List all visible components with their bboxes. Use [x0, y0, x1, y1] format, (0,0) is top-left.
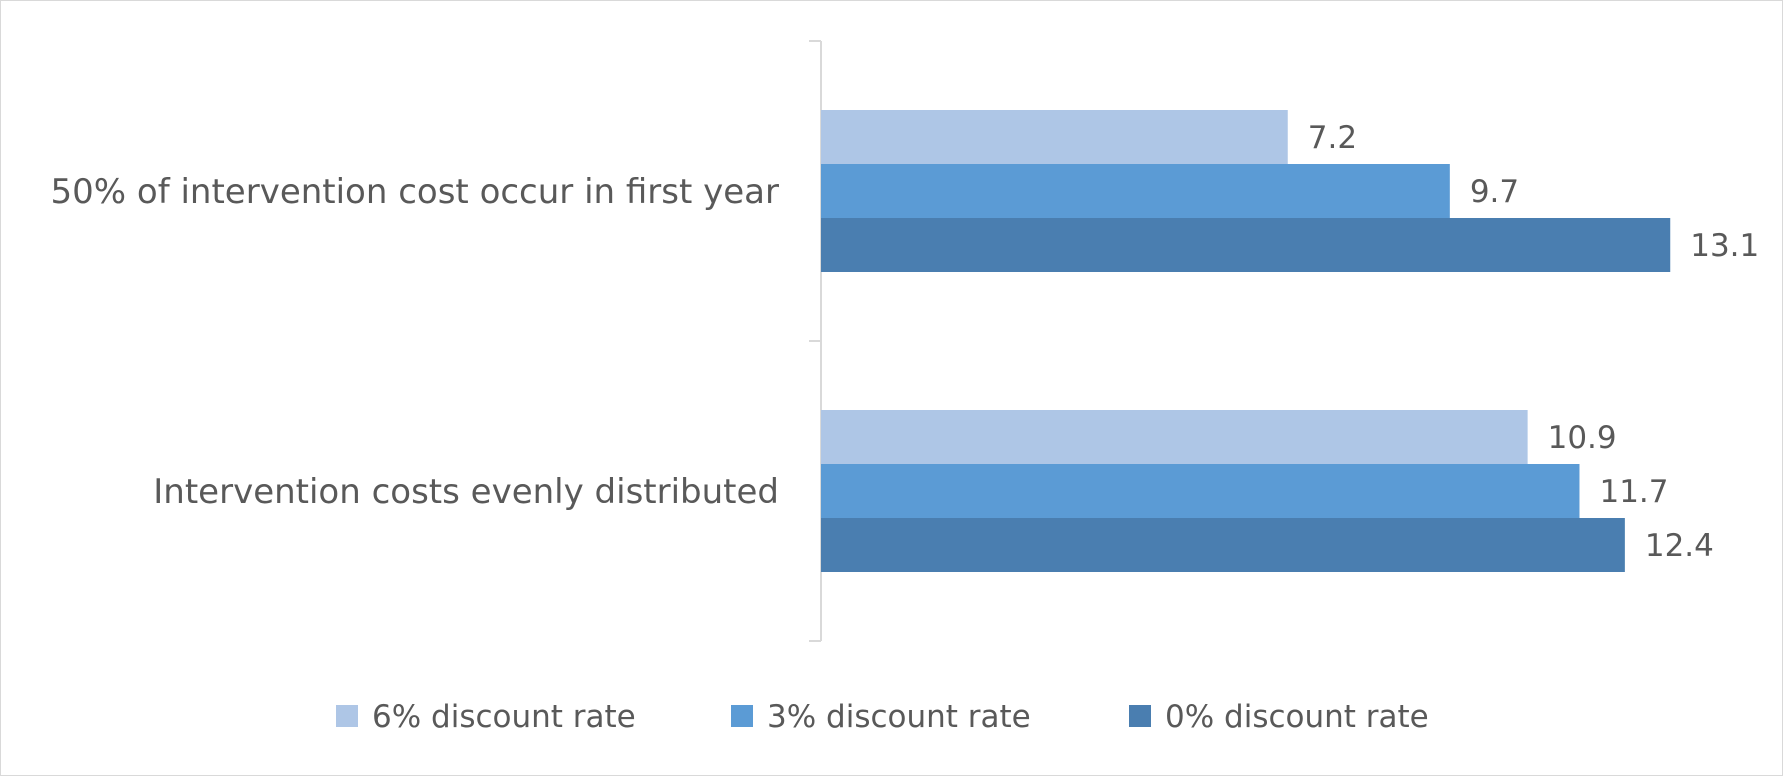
bar — [821, 518, 1625, 572]
category-labels: 50% of intervention cost occur in first … — [51, 172, 779, 512]
category-label: Intervention costs evenly distributed — [153, 472, 779, 512]
data-label: 12.4 — [1645, 528, 1714, 564]
legend-label: 3% discount rate — [767, 699, 1031, 735]
data-label: 10.9 — [1548, 420, 1617, 456]
legend: 6% discount rate 3% discount rate 0% disco… — [336, 699, 1429, 735]
legend-swatch — [1129, 705, 1151, 727]
category-axis — [809, 40, 822, 642]
value-labels: 7.2 9.7 13.1 10.9 11.7 12.4 — [1308, 120, 1760, 564]
data-label: 7.2 — [1308, 120, 1357, 156]
data-label: 9.7 — [1470, 174, 1519, 210]
bar — [821, 218, 1671, 272]
legend-label: 6% discount rate — [372, 699, 636, 735]
bars — [821, 110, 1671, 572]
data-label: 13.1 — [1690, 228, 1759, 264]
bar — [821, 110, 1288, 164]
legend-label: 0% discount rate — [1165, 699, 1429, 735]
data-label: 11.7 — [1599, 474, 1668, 510]
bar — [821, 164, 1450, 218]
legend-swatch — [731, 705, 753, 727]
bar — [821, 464, 1580, 518]
bar — [821, 410, 1528, 464]
category-label: 50% of intervention cost occur in first … — [51, 172, 779, 212]
legend-swatch — [336, 705, 358, 727]
